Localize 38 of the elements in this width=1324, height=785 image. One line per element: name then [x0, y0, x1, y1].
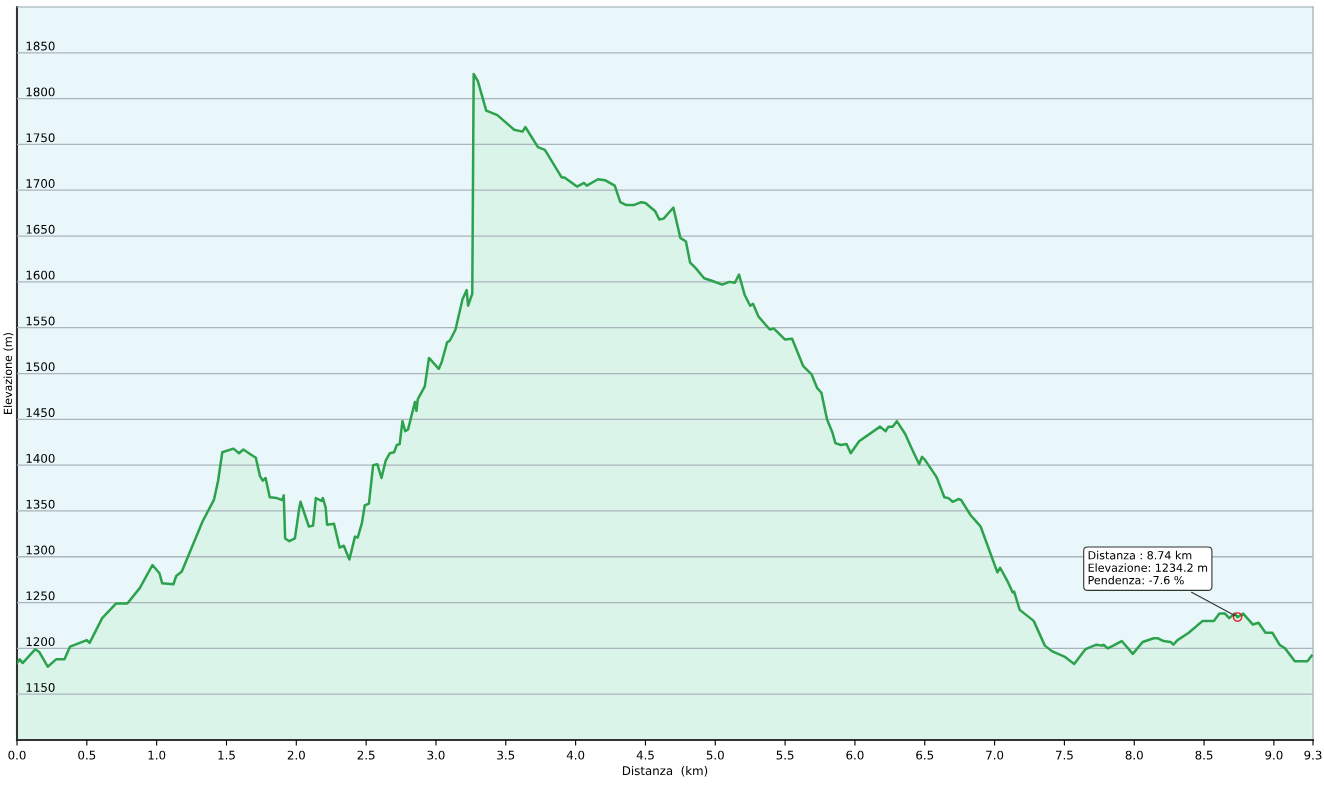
y-tick-label: 1250: [26, 591, 55, 601]
x-axis-title: Distanza (km): [622, 766, 708, 777]
y-tick-label: 1500: [26, 362, 55, 372]
y-tick-label: 1550: [26, 316, 55, 326]
y-tick-label: 1750: [26, 133, 55, 143]
y-tick-label: 1850: [26, 41, 55, 51]
y-tick-label: 1450: [26, 408, 55, 418]
y-tick-label: 1700: [26, 179, 55, 188]
y-tick-label: 1300: [26, 545, 55, 555]
x-tick-label: 1.5: [218, 750, 235, 760]
x-tick-label: 7.5: [1055, 750, 1073, 760]
x-tick-label: 0.0: [8, 750, 26, 760]
x-tick-label: 3.0: [427, 750, 445, 760]
x-tick-label: 0.5: [78, 750, 96, 760]
y-tick-label: 1600: [26, 270, 55, 280]
x-tick-label: 1.0: [148, 750, 166, 760]
x-tick-label: 6.0: [846, 750, 864, 760]
y-tick-label: 1150: [26, 682, 55, 692]
x-tick-label: 4.5: [636, 750, 654, 760]
x-tick-label: 2.0: [287, 750, 305, 760]
x-tick-label: 9.0: [1265, 750, 1283, 760]
y-tick-label: 1650: [26, 224, 55, 234]
x-tick-label: 9.3: [1304, 750, 1322, 760]
x-tick-label: 4.0: [566, 750, 585, 760]
x-tick-label: 5.5: [776, 750, 794, 760]
y-tick-label: 1350: [26, 499, 55, 509]
y-tick-label: 1400: [26, 453, 55, 463]
x-tick-label: 2.5: [357, 750, 375, 760]
x-tick-label: 3.5: [497, 750, 515, 760]
y-axis-title: Elevazione (m): [3, 332, 14, 414]
x-tick-label: 5.0: [706, 750, 724, 760]
x-tick-label: 6.5: [916, 750, 934, 760]
x-tick-label: 8.5: [1195, 750, 1213, 760]
x-tick-label: 7.0: [986, 750, 1004, 760]
y-tick-label: 1200: [26, 637, 55, 647]
annotation: Distanza : 8.74 km Elevazione: 1234.2 m Pendenza: -7.6 %: [1088, 550, 1208, 585]
x-tick-label: 8.0: [1125, 750, 1143, 760]
y-tick-label: 1800: [26, 87, 55, 97]
